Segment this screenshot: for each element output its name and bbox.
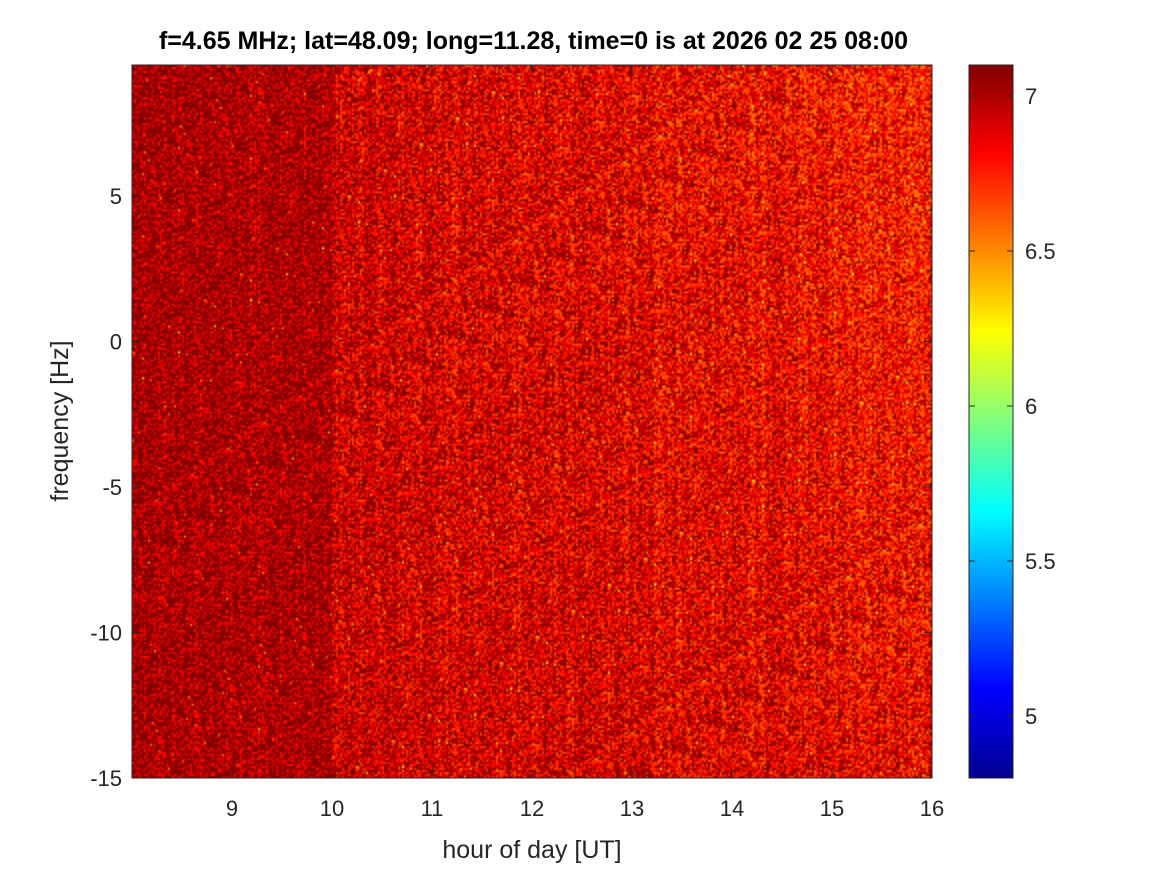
chart-title: f=4.65 MHz; lat=48.09; long=11.28, time=… (158, 27, 909, 55)
colorbar (968, 64, 1014, 779)
x-tick-label: 11 (421, 796, 444, 821)
colorbar-tick-label: 7 (1025, 84, 1037, 109)
colorbar-axis: 5 5.5 6 6.5 7 (969, 84, 1056, 729)
y-tick-label: -5 (102, 475, 122, 500)
y-tick-label: 0 (110, 329, 122, 354)
heatmap-image (132, 65, 932, 778)
y-tick-label: -10 (90, 620, 122, 645)
x-tick-label: 15 (820, 796, 844, 821)
y-axis: -15 -10 -5 0 5 (90, 184, 932, 791)
y-tick-label: -15 (90, 766, 122, 791)
y-axis-label: frequency [Hz] (46, 340, 74, 501)
heatmap-raster (132, 65, 932, 778)
x-tick-label: 12 (520, 796, 544, 821)
x-axis-label: hour of day [UT] (442, 836, 621, 864)
x-tick-label: 13 (620, 796, 644, 821)
colorbar-tick-label: 6 (1025, 394, 1037, 419)
x-axis: 9 10 11 12 13 14 15 16 (226, 65, 944, 821)
x-tick-label: 14 (720, 796, 744, 821)
colorbar-tick-label: 6.5 (1025, 239, 1056, 264)
x-tick-label: 9 (226, 796, 238, 821)
x-tick-label: 16 (920, 796, 944, 821)
colorbar-tick-label: 5 (1025, 704, 1037, 729)
x-tick-label: 10 (320, 796, 344, 821)
y-tick-label: 5 (110, 184, 122, 209)
colorbar-tick-label: 5.5 (1025, 549, 1056, 574)
